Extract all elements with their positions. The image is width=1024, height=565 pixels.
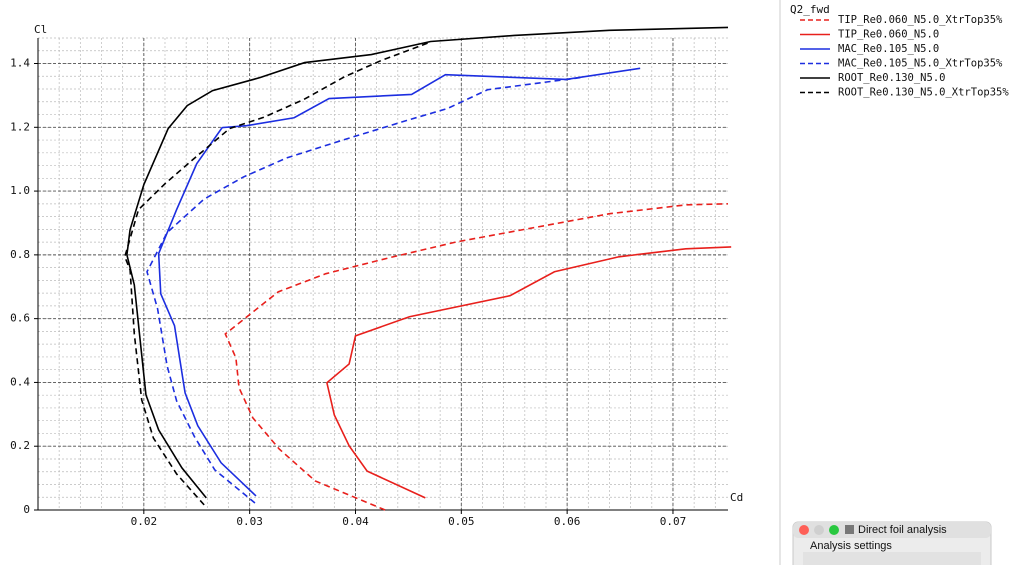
polar-curve	[146, 76, 582, 504]
plot: 0.02 0.03 0.04 0.05 0.06 0.07 0 0.2 0.4 0.6 0.8 1.0…	[10, 26, 732, 528]
settings-box	[803, 552, 981, 565]
y-tick-label: 1.4	[10, 57, 30, 70]
y-tick-label: 0.8	[10, 248, 30, 261]
app-icon	[845, 525, 854, 534]
section-label: Analysis settings	[810, 540, 892, 552]
x-tick-label: 0.06	[554, 515, 581, 528]
x-axis-label: Cd	[730, 491, 743, 504]
polar-curve	[326, 246, 732, 499]
polar-curve	[157, 67, 641, 497]
legend-label: ROOT_Re0.130_N5.0	[838, 72, 945, 84]
polar-curve	[224, 203, 729, 511]
y-tick-label: 0.6	[10, 312, 30, 325]
legend-label: ROOT_Re0.130_N5.0_XtrTop35%	[838, 87, 1009, 99]
dialog-title: Direct foil analysis	[858, 524, 947, 536]
legend-label: TIP_Re0.060_N5.0	[838, 29, 939, 41]
legend-label: MAC_Re0.105_N5.0_XtrTop35%	[838, 58, 1003, 70]
legend-label: MAC_Re0.105_N5.0	[838, 43, 939, 55]
zoom-button[interactable]	[829, 525, 839, 535]
minimize-button[interactable]	[814, 525, 824, 535]
y-tick-label: 1.2	[10, 120, 30, 133]
y-axis-label: Cl	[34, 23, 47, 36]
legend-title: Q2_fwd	[790, 3, 830, 16]
x-tick-label: 0.05	[448, 515, 475, 528]
x-tick-label: 0.02	[131, 515, 158, 528]
dialog: Direct foil analysis Analysis settings	[792, 521, 992, 565]
legend-panel	[780, 0, 1024, 565]
x-tick-label: 0.04	[342, 515, 369, 528]
y-tick-label: 0.4	[10, 375, 30, 388]
x-tick-label: 0.07	[660, 515, 687, 528]
plot-area	[38, 38, 728, 510]
close-button[interactable]	[799, 525, 809, 535]
polar-curve	[126, 26, 729, 499]
dialog-titlebar	[793, 522, 991, 538]
polar-curve	[123, 42, 429, 506]
y-tick-label: 1.0	[10, 184, 30, 197]
legend-label: TIP_Re0.060_N5.0_XtrTop35%	[838, 14, 1003, 26]
x-tick-label: 0.03	[236, 515, 263, 528]
y-tick-label: 0.2	[10, 439, 30, 452]
y-tick-label: 0	[23, 503, 30, 516]
